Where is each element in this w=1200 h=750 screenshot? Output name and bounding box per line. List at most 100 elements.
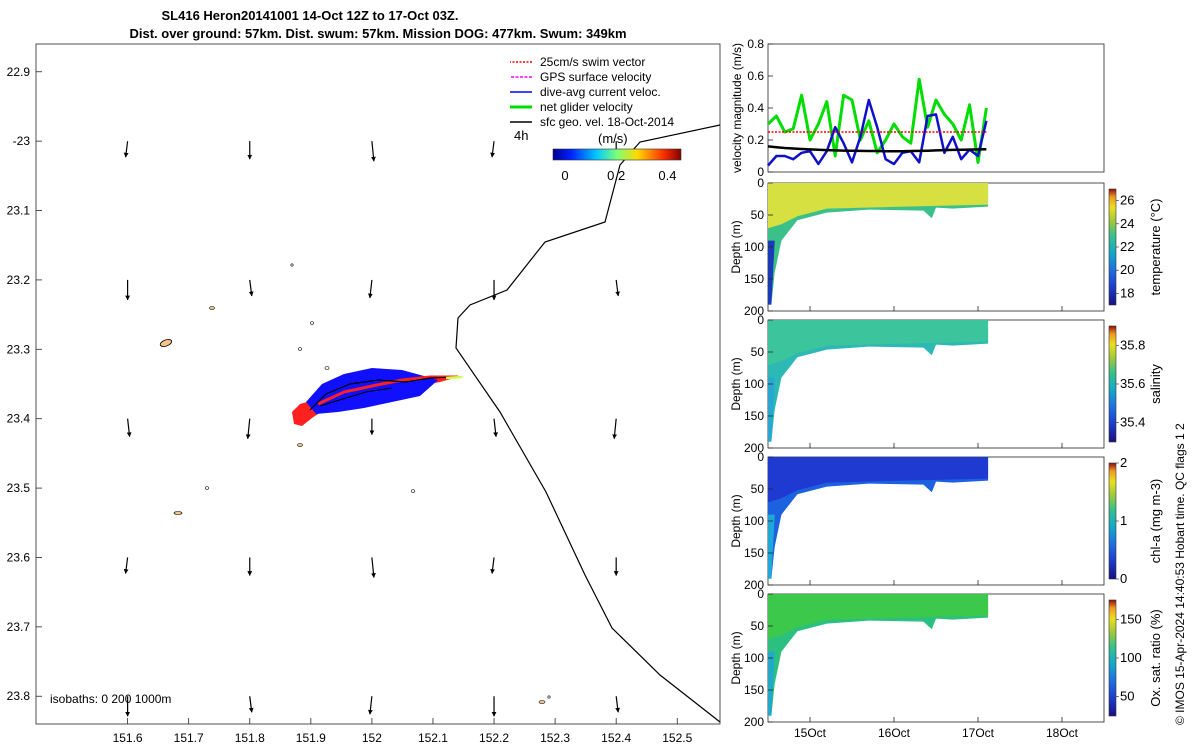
section-colorbar-label: temperature (°C) — [1148, 199, 1163, 296]
section-profile-fill — [768, 183, 989, 305]
reef-island — [159, 339, 173, 347]
sfc-geo-vector-arrow — [615, 279, 621, 297]
section-y-tick-label: 150 — [744, 683, 764, 697]
section-y-tick-label: 150 — [744, 409, 764, 423]
section-profile-fill — [768, 594, 989, 716]
map-y-tick-label: 23.6 — [7, 550, 31, 564]
time-axis-tick-label: 16Oct — [878, 726, 911, 740]
legend-item-geo: sfc geo. vel. 18-Oct-2014 — [510, 115, 674, 129]
reef-island — [209, 306, 215, 310]
section-y-tick-label: 100 — [744, 377, 764, 391]
time-axis-tick-label: 18Oct — [1046, 726, 1079, 740]
section-colorbar — [1108, 599, 1117, 717]
velocity-series-line — [767, 98, 988, 167]
sfc-geo-vector-arrow — [371, 557, 376, 578]
section-deep-layer — [768, 514, 775, 579]
map-y-tick-label: -23 — [13, 134, 31, 148]
section-colorbar-label: salinity — [1148, 364, 1163, 404]
map-y-tick-label: 22.9 — [7, 65, 31, 79]
map-y-tick-label: 23.7 — [7, 620, 31, 634]
section-y-label: Depth (m) — [729, 494, 743, 547]
velocity-y-tick-label: 0.2 — [747, 133, 764, 147]
figure-title-line2: Dist. over ground: 57km. Dist. swum: 57k… — [129, 26, 626, 41]
section-y-tick-label: 100 — [744, 240, 764, 254]
section-colorbar-tick-label: 18 — [1120, 285, 1134, 300]
section-y-label: Depth (m) — [729, 357, 743, 410]
map-y-ticks: 22.9 -23 23.1 23.2 23.3 23.4 23.5 23.6 23.7 23.8 — [7, 65, 42, 703]
reef-island — [290, 263, 294, 267]
velocity-y-tick-label: 0.8 — [747, 37, 764, 51]
legend-swim-label: 25cm/s swim vector — [540, 55, 645, 69]
map-x-tick-label: 151.9 — [296, 731, 326, 745]
map-axes-frame — [35, 43, 721, 725]
map-colorbar-tick-label: 0.4 — [658, 168, 676, 183]
track-path — [319, 387, 393, 407]
velocity-axes-frame — [767, 43, 1105, 173]
map-x-tick-label: 152.2 — [479, 731, 509, 745]
reef-island — [298, 347, 302, 351]
map-x-tick-label: 151.7 — [174, 731, 204, 745]
section-deep-layer — [768, 377, 775, 442]
section-surface-layer — [768, 594, 989, 640]
sfc-geo-vector-arrow — [490, 141, 495, 158]
legend-geo-label: sfc geo. vel. 18-Oct-2014 — [540, 115, 674, 129]
velocity-y-tick-label: 0.4 — [747, 101, 764, 115]
section-y-label: Depth (m) — [729, 631, 743, 684]
track-swim-overlay — [317, 375, 458, 406]
legend-time-note: 4h — [514, 128, 528, 143]
section-colorbar-tick-label: 26 — [1120, 193, 1134, 208]
section-y-tick-label: 100 — [744, 514, 764, 528]
track-path — [309, 376, 459, 411]
map-x-tick-label: 151.6 — [113, 731, 143, 745]
section-y-tick-label: 50 — [751, 482, 765, 496]
map-y-tick-label: 23.2 — [7, 273, 31, 287]
reef-island — [297, 443, 303, 447]
section-colorbar-tick-label: 24 — [1120, 216, 1134, 231]
velocity-y-tick-label: 0.6 — [747, 69, 764, 83]
map-y-tick-label: 23.4 — [7, 412, 31, 426]
section-panel-salinity: 0 50 100 150 200 Depth (m) 35.8 35.6 35.4salinit… — [729, 313, 1163, 455]
isobaths-label: isobaths: 0 200 1000m — [50, 692, 171, 706]
section-y-tick-label: 0 — [757, 587, 764, 601]
map-y-tick-label: 23.3 — [7, 342, 31, 356]
section-colorbar-tick-label: 50 — [1120, 689, 1134, 704]
section-colorbar — [1108, 462, 1117, 580]
section-y-tick-label: 50 — [751, 208, 765, 222]
map-colorbar-tick-label: 0 — [561, 168, 568, 183]
section-profile-fill — [768, 457, 989, 579]
section-surface-layer — [768, 457, 989, 503]
section-colorbar-tick-label: 1 — [1120, 513, 1127, 528]
glider-track — [292, 368, 463, 426]
section-y-tick-label: 150 — [744, 272, 764, 286]
sfc-geo-vector-arrow — [123, 557, 129, 574]
sfc-geo-vector-arrow — [245, 418, 251, 440]
sfc-geo-vector-arrow — [493, 418, 498, 438]
section-colorbar-tick-label: 0 — [1120, 571, 1127, 586]
section-y-tick-label: 200 — [744, 304, 764, 318]
sfc-geo-vector-arrow — [371, 141, 376, 162]
section-colorbar-tick-label: 22 — [1120, 239, 1134, 254]
reef-island — [411, 489, 415, 493]
sfc-geo-vector-arrow — [615, 696, 621, 713]
section-y-tick-label: 0 — [757, 176, 764, 190]
section-y-tick-label: 200 — [744, 715, 764, 729]
section-colorbar-tick-label: 2 — [1120, 455, 1127, 470]
velocity-y-ticks: 0 0.2 0.4 0.6 0.8 — [747, 37, 773, 179]
velocity-series-line — [767, 145, 987, 153]
section-y-tick-label: 200 — [744, 441, 764, 455]
section-panel-chla: 0 50 100 150 200 Depth (m) 2 1 0 chl-a (mg m-3) — [729, 450, 1163, 592]
section-y-label: Depth (m) — [729, 220, 743, 273]
reef-island — [173, 511, 183, 515]
reef-islands — [159, 263, 551, 704]
isobath-line — [455, 124, 721, 723]
sfc-geo-vector-arrow — [367, 279, 373, 299]
legend-item-gps: GPS surface velocity — [510, 70, 651, 84]
reef-island — [205, 486, 209, 490]
map-y-tick-label: 23.8 — [7, 689, 31, 703]
sfc-geo-vector-arrow — [367, 696, 373, 715]
map-legend: 25cm/s swim vector GPS surface velocity … — [510, 55, 682, 183]
sfc-geo-vector-arrow — [248, 696, 254, 713]
